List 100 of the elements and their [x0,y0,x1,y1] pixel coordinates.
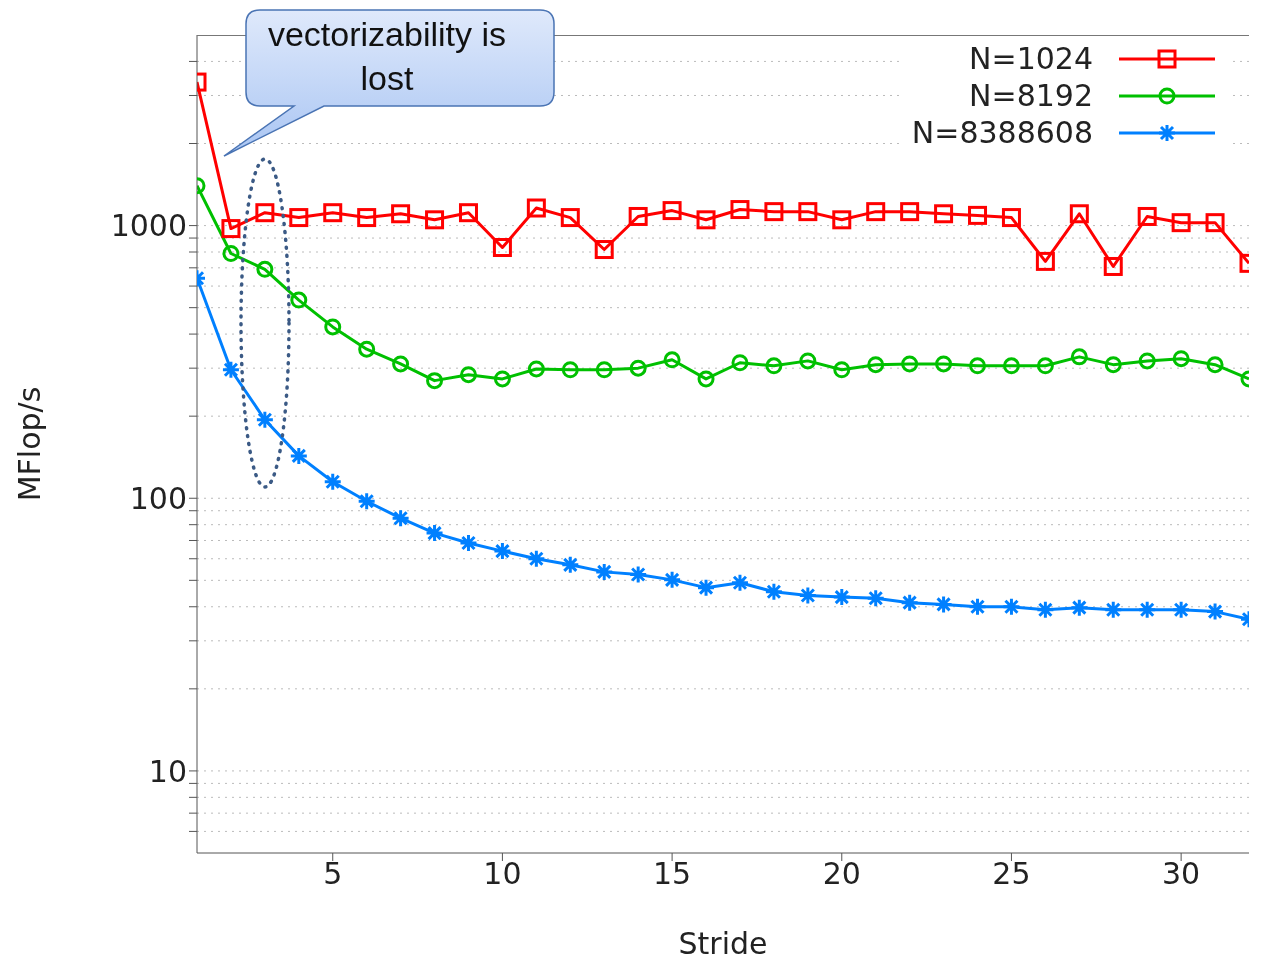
y-tick-label: 100 [129,480,187,516]
point [1070,348,1088,366]
point [289,208,309,228]
point [323,203,343,223]
point [730,200,750,220]
point [1103,256,1123,276]
point [289,446,309,466]
point [561,361,579,379]
point [1069,598,1089,618]
point [458,203,478,223]
point [833,361,851,379]
point [866,202,886,222]
point [799,352,817,370]
x-tick-label: 10 [483,856,522,892]
point [968,205,988,225]
point [391,508,411,528]
point [629,359,647,377]
point [934,204,954,224]
x-tick-label: 5 [323,856,343,892]
point [255,203,275,223]
point [969,357,987,375]
point [900,202,920,222]
point [968,597,988,617]
x-tick-label: 25 [992,856,1031,892]
point [764,582,784,602]
point [1205,213,1225,233]
point [425,210,445,230]
point [730,573,750,593]
point [1138,352,1156,370]
point [492,238,512,258]
point [526,549,546,569]
point [221,219,241,239]
point [594,562,614,582]
x-tick-label: 30 [1162,856,1201,892]
point [594,240,614,260]
point [1171,213,1191,233]
point [832,210,852,230]
point [663,351,681,369]
point [1035,600,1055,620]
point [696,578,716,598]
point [1206,356,1224,374]
point [256,260,274,278]
point [832,587,852,607]
point [323,472,343,492]
point [358,340,376,358]
point [391,204,411,224]
point [731,354,749,372]
point [628,206,648,226]
point [1172,350,1190,368]
point [866,588,886,608]
point [662,570,682,590]
point [628,565,648,585]
legend-label: N=1024 [969,41,1093,76]
legend-label: N=8388608 [911,115,1093,150]
point [697,370,715,388]
point [222,245,240,262]
point [1171,600,1191,620]
point [357,208,377,228]
point [1001,597,1021,617]
point [459,366,477,384]
point [798,202,818,222]
annotation: vectorizability is lost [266,14,508,99]
point [1001,208,1021,228]
point [255,410,275,430]
point [662,201,682,221]
point [324,318,342,336]
point [1002,357,1020,375]
point [935,355,953,373]
point [867,356,885,374]
point [492,541,512,561]
point [221,360,241,380]
point [1205,602,1225,622]
x-tick-label: 15 [653,856,692,892]
point [526,198,546,218]
point [765,357,783,375]
point [900,593,920,613]
y-tick-label: 10 [148,753,187,789]
point [696,210,716,230]
point [290,291,308,309]
point [1069,204,1089,224]
point [527,360,545,378]
point [426,372,444,390]
point [1035,251,1055,271]
point [357,491,377,511]
point [425,523,445,543]
y-axis-title: MFlop/s [12,386,47,502]
point [1036,357,1054,375]
point [595,361,613,379]
point [458,533,478,553]
y-tick-label: 1000 [110,208,187,244]
point [1137,600,1157,620]
point [934,594,954,614]
x-axis-title: Stride [678,926,768,956]
point [560,555,580,575]
point [798,585,818,605]
legend-label: N=8192 [969,78,1093,113]
point [493,370,511,388]
point [1137,206,1157,226]
point [1103,600,1123,620]
x-tick-label: 20 [822,856,861,892]
